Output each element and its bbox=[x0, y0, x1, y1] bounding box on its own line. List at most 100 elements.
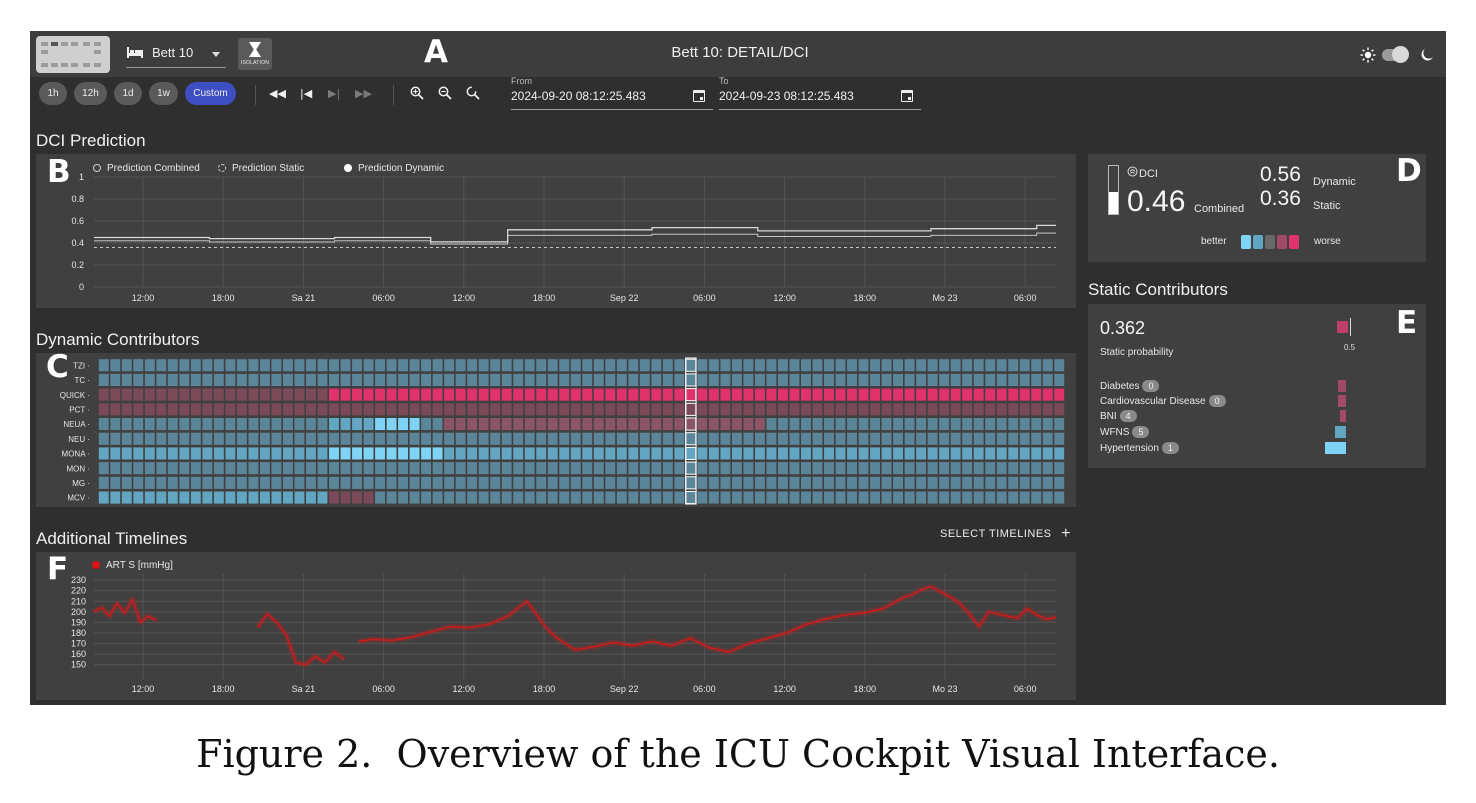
to-date-field[interactable]: To 2024-09-23 08:12:25.483 bbox=[719, 76, 921, 110]
heatmap-cell bbox=[547, 447, 558, 460]
item-label: Cardiovascular Disease bbox=[1100, 396, 1206, 407]
heatmap-cell bbox=[294, 418, 305, 431]
static-item-diabetes[interactable]: Diabetes 0 bbox=[1100, 380, 1160, 392]
heatmap-cell bbox=[927, 491, 938, 504]
heatmap-cell bbox=[858, 373, 869, 386]
heatmap-cell bbox=[156, 476, 167, 489]
heatmap-cell bbox=[662, 388, 673, 401]
marker-f: F bbox=[47, 551, 69, 587]
heatmap-cell bbox=[812, 388, 823, 401]
heatmap-cell bbox=[904, 403, 915, 416]
static-item-bar bbox=[1338, 380, 1346, 392]
heatmap-cell bbox=[950, 403, 961, 416]
heatmap-cell bbox=[444, 462, 455, 475]
heatmap-cell bbox=[858, 462, 869, 475]
heatmap-cell bbox=[939, 432, 950, 445]
heatmap-cell bbox=[662, 491, 673, 504]
heatmap-cell bbox=[513, 476, 524, 489]
from-date-value[interactable]: 2024-09-20 08:12:25.483 bbox=[511, 89, 646, 103]
heatmap-cell bbox=[904, 462, 915, 475]
fast-forward-icon[interactable]: ▶▶ bbox=[355, 87, 372, 100]
heatmap-cell bbox=[628, 447, 639, 460]
heatmap-cell bbox=[662, 462, 673, 475]
time-tick-label: 12:00 bbox=[773, 293, 796, 303]
heatmap-cell bbox=[927, 447, 938, 460]
heatmap-cell bbox=[271, 403, 282, 416]
heatmap-cell bbox=[536, 462, 547, 475]
heatmap-cell bbox=[708, 476, 719, 489]
heatmap-cell bbox=[996, 491, 1007, 504]
heatmap-cell bbox=[812, 403, 823, 416]
range-1w-button[interactable]: 1w bbox=[149, 82, 178, 105]
heatmap-cell bbox=[697, 418, 708, 431]
heatmap-cell bbox=[156, 359, 167, 372]
heatmap-cell bbox=[467, 403, 478, 416]
heatmap-cell bbox=[559, 403, 570, 416]
calendar-icon[interactable] bbox=[901, 90, 913, 102]
legend-label: Prediction Static bbox=[232, 163, 305, 174]
art-s-chart: 12:00 18:00 Sa 21 06:00 12:00 18:00 Sep 22 06:0… bbox=[71, 574, 1057, 694]
heatmap-cell bbox=[927, 359, 938, 372]
heatmap-cell bbox=[202, 403, 213, 416]
heatmap-cell bbox=[536, 373, 547, 386]
range-custom-button[interactable]: Custom bbox=[185, 82, 236, 105]
heatmap-cell bbox=[409, 418, 420, 431]
unit-overview-icon[interactable] bbox=[36, 36, 110, 73]
static-item-bni[interactable]: BNI 4 bbox=[1100, 410, 1137, 422]
heatmap-cell bbox=[236, 462, 247, 475]
heatmap-cell bbox=[421, 491, 432, 504]
range-1h-button[interactable]: 1h bbox=[39, 82, 67, 105]
selected-cell bbox=[685, 417, 697, 431]
heatmap-cell bbox=[133, 491, 144, 504]
skip-next-icon[interactable]: ▶| bbox=[328, 87, 341, 100]
heatmap-cell bbox=[927, 432, 938, 445]
heatmap-cell bbox=[259, 476, 270, 489]
to-date-value[interactable]: 2024-09-23 08:12:25.483 bbox=[719, 89, 854, 103]
heatmap-cell bbox=[547, 403, 558, 416]
heatmap-cell bbox=[121, 462, 132, 475]
heatmap-cell bbox=[144, 491, 155, 504]
heatmap-cell bbox=[524, 359, 535, 372]
heatmap-cell bbox=[801, 447, 811, 460]
heatmap-cell bbox=[754, 418, 765, 431]
heatmap-cell bbox=[202, 388, 213, 401]
static-label: Static bbox=[1313, 200, 1341, 212]
zoom-out-icon[interactable] bbox=[438, 86, 452, 100]
range-1d-button[interactable]: 1d bbox=[114, 82, 142, 105]
static-item-hypertension[interactable]: Hypertension 1 bbox=[1100, 442, 1179, 454]
heatmap-cell bbox=[628, 418, 639, 431]
heatmap-cell bbox=[916, 418, 927, 431]
zoom-reset-icon[interactable] bbox=[466, 86, 480, 100]
heatmap-cell bbox=[455, 359, 466, 372]
heatmap-cell bbox=[939, 491, 950, 504]
calendar-icon[interactable] bbox=[693, 90, 705, 102]
isolation-button[interactable]: ISOLATION bbox=[238, 38, 272, 70]
heatmap-cell bbox=[352, 359, 362, 372]
bed-select[interactable]: Bett 10 bbox=[126, 43, 226, 68]
static-item-cardiovascular[interactable]: Cardiovascular Disease 0 bbox=[1100, 395, 1226, 407]
heatmap-cell bbox=[743, 403, 754, 416]
range-12h-button[interactable]: 12h bbox=[74, 82, 107, 105]
zoom-in-icon[interactable] bbox=[410, 86, 424, 100]
fast-rewind-icon[interactable]: ◀◀ bbox=[269, 87, 286, 100]
theme-toggle-knob[interactable] bbox=[1392, 46, 1409, 63]
heatmap-cell bbox=[973, 432, 984, 445]
toolbar-divider bbox=[255, 85, 256, 105]
heatmap-cell bbox=[455, 462, 466, 475]
heatmap-cell bbox=[662, 432, 673, 445]
select-timelines-button[interactable]: SELECT TIMELINES + bbox=[940, 524, 1071, 542]
heatmap-cell bbox=[939, 418, 950, 431]
heatmap-cell bbox=[708, 388, 719, 401]
heatmap-cell bbox=[409, 403, 420, 416]
heatmap-cell bbox=[225, 373, 236, 386]
heatmap-cell bbox=[213, 403, 224, 416]
heatmap-cell bbox=[708, 418, 719, 431]
static-item-wfns[interactable]: WFNS 5 bbox=[1100, 426, 1150, 438]
heatmap-cell bbox=[444, 373, 455, 386]
heatmap-cell bbox=[398, 447, 409, 460]
from-date-field[interactable]: From 2024-09-20 08:12:25.483 bbox=[511, 76, 713, 110]
theme-switch[interactable] bbox=[1344, 45, 1434, 65]
heatmap-cell bbox=[98, 476, 109, 489]
skip-previous-icon[interactable]: |◀ bbox=[300, 87, 313, 100]
heatmap-cell bbox=[179, 447, 190, 460]
